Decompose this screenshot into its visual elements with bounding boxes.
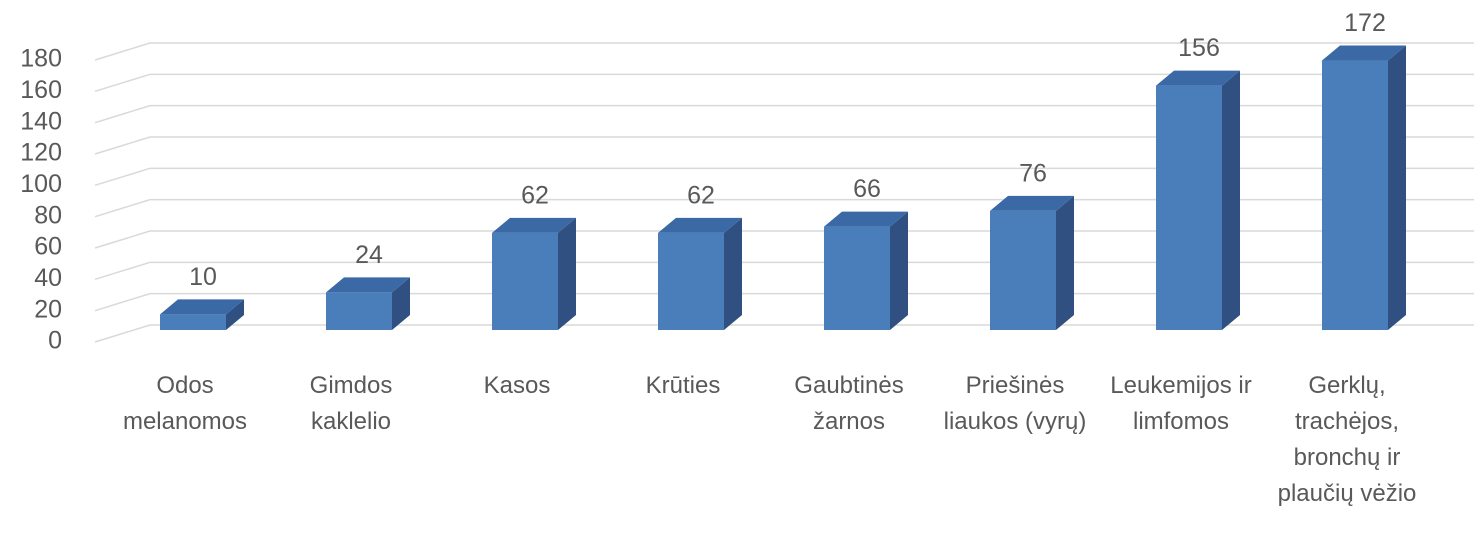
x-tick-label: Gerklų, trachėjos, bronchų ir plaučių vė… [1277,372,1417,507]
bar-top [492,217,576,233]
y-tick-label: 160 [20,76,62,104]
bar [492,232,558,330]
bar [326,292,392,330]
y-tick-label: 60 [34,233,62,261]
value-label: 76 [1019,160,1047,188]
bar-side [392,277,410,330]
y-tick-label: 180 [20,45,62,73]
y-tick-label: 0 [48,327,62,355]
x-tick-label: Priešinės liaukos (vyrų) [943,372,1087,435]
bar-side [1222,70,1240,330]
bar [990,210,1056,330]
bar-top [1156,70,1240,86]
grid-line [94,42,1474,61]
value-label: 62 [521,181,549,209]
y-tick-label: 20 [34,295,62,323]
bar-top [160,299,244,315]
x-tick-label: Krūties [645,372,721,399]
bar [658,232,724,330]
bar-side [558,217,576,330]
bar [1156,85,1222,330]
bar [824,226,890,330]
y-tick-label: 80 [34,201,62,229]
grid-line [94,292,1474,312]
bar-top [824,211,908,227]
bar-top [1322,45,1406,61]
bar-side [724,217,742,330]
bar-side [1056,195,1074,330]
grid-line [94,73,1474,93]
x-tick-label: Kasos [483,372,551,399]
bar-top [326,277,410,293]
grid-line [94,136,1474,155]
grid-line [94,261,1474,281]
bar [1322,60,1388,331]
value-label: 24 [355,241,383,269]
grid-line [94,167,1474,187]
value-label: 10 [189,263,217,291]
grid-line [94,324,1474,343]
grid-line [94,230,1474,249]
bar-side [1388,45,1406,331]
y-tick-label: 140 [20,107,62,135]
value-label: 156 [1178,34,1220,62]
x-tick-label: Leukemijos ir limfomos [1110,372,1252,435]
grid-line [94,198,1474,218]
bar-side [226,299,244,330]
bar-side [890,211,908,330]
bar-top [658,217,742,233]
value-label: 62 [687,181,715,209]
bar-top [990,195,1074,211]
bar [160,314,226,330]
y-tick-label: 100 [20,170,62,198]
value-label: 172 [1344,9,1386,37]
y-tick-label: 40 [34,264,62,292]
x-tick-label: Odos melanomos [122,372,248,435]
x-tick-label: Gaubtinės žarnos [794,372,904,435]
x-tick-label: Gimdos kaklelio [309,372,393,435]
grid-line [94,104,1474,124]
value-label: 66 [853,175,881,203]
y-tick-label: 120 [20,139,62,167]
